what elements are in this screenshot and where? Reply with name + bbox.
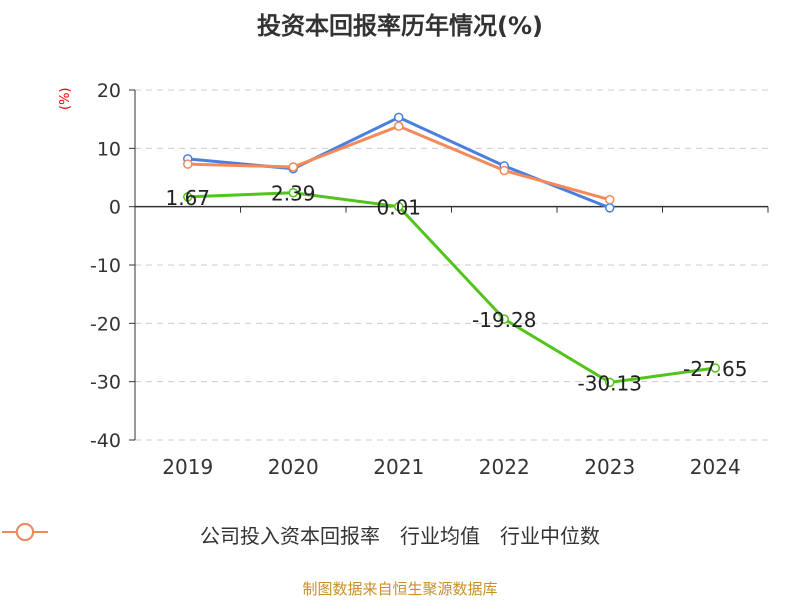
y-tick-label: 0 xyxy=(109,197,121,219)
data-point-2 xyxy=(499,165,509,176)
data-point-0 xyxy=(499,314,509,324)
legend-label-industry-mean: 行业均值 xyxy=(400,524,480,548)
data-label: -19.28 xyxy=(472,308,536,332)
legend-label-industry-median: 行业中位数 xyxy=(500,524,600,548)
legend-item-industry-mean[interactable]: 行业均值 xyxy=(2,520,480,549)
y-tick-label: -10 xyxy=(90,255,121,277)
legend-item-company[interactable]: 公司投入资本回报率 xyxy=(2,520,380,549)
data-label: -27.65 xyxy=(683,357,747,381)
data-point-0 xyxy=(710,363,720,373)
y-tick-label: 10 xyxy=(97,138,121,160)
data-point-2 xyxy=(288,162,298,172)
legend-swatch-industry-median xyxy=(2,523,48,541)
y-tick-label: -40 xyxy=(90,430,121,452)
data-label: 0.01 xyxy=(376,196,421,220)
data-point-0 xyxy=(394,201,404,212)
y-tick-label: 20 xyxy=(97,80,121,102)
series-line-0 xyxy=(187,191,716,384)
x-tick-label: 2023 xyxy=(584,455,635,479)
data-label: 1.67 xyxy=(165,186,210,210)
data-point-0 xyxy=(288,187,298,198)
y-tick-label: -20 xyxy=(90,313,121,335)
x-tick-label: 2020 xyxy=(268,455,319,479)
data-label: -30.13 xyxy=(578,371,642,395)
data-label: 2.39 xyxy=(271,182,316,206)
legend: 公司投入资本回报率 行业均值 行业中位数 xyxy=(0,520,800,549)
data-point-0 xyxy=(605,377,615,388)
y-tick-label: -30 xyxy=(90,372,121,394)
data-point-0 xyxy=(183,192,193,202)
x-tick-label: 2021 xyxy=(373,455,424,479)
x-tick-label: 2022 xyxy=(479,455,530,479)
x-tick-label: 2024 xyxy=(690,455,741,479)
legend-item-industry-median[interactable]: 行业中位数 xyxy=(2,520,600,549)
legend-label-company: 公司投入资本回报率 xyxy=(200,524,380,548)
data-source-note: 制图数据来自恒生聚源数据库 xyxy=(302,580,498,598)
data-point-2 xyxy=(183,159,193,169)
data-point-2 xyxy=(605,194,615,205)
series-line-2 xyxy=(187,124,611,202)
data-point-1 xyxy=(394,112,404,123)
data-point-1 xyxy=(605,203,615,213)
chart-title: 投资本回报率历年情况(%) xyxy=(257,12,543,40)
x-tick-label: 2019 xyxy=(162,455,213,479)
data-point-2 xyxy=(394,121,404,131)
